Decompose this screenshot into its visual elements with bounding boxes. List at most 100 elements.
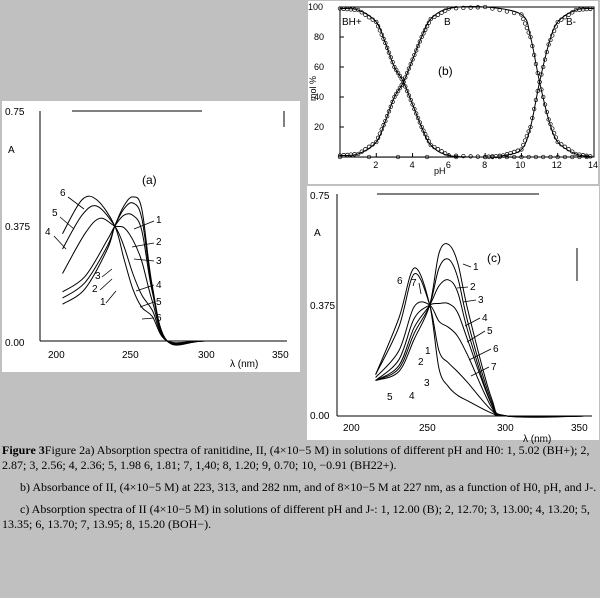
chart-c-panel-label: (c)	[487, 251, 501, 265]
chart-c-leader-line	[456, 286, 469, 289]
chart-b-data-point	[412, 52, 417, 58]
chart-b-ytick: 100	[308, 2, 323, 12]
chart-c-ytick: 0.75	[310, 191, 330, 202]
chart-b-data-point	[533, 97, 539, 103]
chart-b-data-point	[379, 32, 384, 37]
chart-b-data-point	[521, 16, 526, 22]
chart-b-data-point	[432, 14, 437, 20]
chart-b-data-point	[381, 36, 386, 41]
chart-b-data-point	[424, 154, 430, 160]
chart-b-data-point	[395, 88, 401, 94]
chart-a-xlabel: λ (nm)	[230, 359, 258, 370]
chart-b-data-point	[377, 28, 383, 33]
chart-b-data-point	[570, 149, 575, 154]
chart-b-data-point	[522, 21, 528, 26]
chart-c-curve-label: 1	[425, 346, 431, 357]
chart-c-curve-label: 7	[411, 278, 417, 289]
chart-c-ylabel: A	[314, 228, 321, 239]
chart-b-data-point	[562, 15, 568, 20]
chart-b-data-point	[385, 45, 390, 50]
chart-b-data-point	[439, 149, 444, 154]
chart-b-data-point	[370, 142, 375, 147]
chart-b-data-point	[553, 24, 559, 29]
caption-a-text: Figure 2a) Absorption spectra of ranitid…	[2, 443, 590, 472]
chart-b-data-point	[359, 10, 364, 15]
chart-b-data-point	[348, 7, 354, 12]
chart-b-data-point	[544, 49, 549, 55]
chart-b-xtick: 12	[552, 160, 562, 170]
chart-c-leader-line	[466, 330, 486, 343]
chart-a-xtick: 350	[272, 350, 289, 361]
chart-b-data-point	[588, 6, 593, 11]
chart-a-series-line	[62, 213, 280, 346]
chart-a-xtick: 250	[122, 350, 139, 361]
chart-c-curve-label: 4	[409, 391, 415, 402]
chart-b-data-point	[528, 124, 533, 130]
chart-b-data-point	[428, 142, 433, 148]
chart-c-curve-label: 2	[470, 282, 476, 293]
chart-c-series-line	[375, 273, 585, 417]
chart-b-ytick: 20	[314, 122, 324, 132]
chart-b-data-point	[386, 50, 392, 55]
chart-b-svg: 100 80 60 40 20 mol % pH (b) BH+ B B- 2 4…	[308, 2, 598, 176]
chart-b-data-point	[531, 52, 537, 58]
chart-b-data-point	[432, 144, 437, 150]
chart-b-data-point	[501, 153, 506, 158]
chart-b-data-point	[388, 104, 393, 109]
chart-b-data-point	[417, 120, 422, 125]
chart-b-data-point	[392, 94, 397, 100]
chart-b-data-point	[546, 117, 551, 122]
chart-b-data-point	[559, 142, 564, 147]
chart-b-data-point	[453, 6, 459, 11]
chart-a-xtick: 200	[48, 350, 65, 361]
chart-a-curve-label: 5	[52, 208, 58, 219]
chart-b-data-point	[395, 154, 401, 160]
chart-b-data-point	[584, 6, 589, 12]
chart-b-data-point	[388, 55, 393, 60]
chart-b-data-point	[419, 124, 424, 130]
chart-b-data-point	[526, 154, 531, 160]
chart-b-data-point	[533, 154, 539, 160]
chart-b-data-point	[555, 154, 560, 160]
chart-a-leader-line	[141, 317, 155, 320]
chart-b-data-point	[406, 93, 412, 98]
chart-b-ytick: 60	[314, 62, 324, 72]
chart-b-data-point	[403, 75, 408, 80]
chart-c-series-line	[375, 267, 585, 417]
chart-b-data-point	[414, 111, 419, 116]
chart-b-data-point	[363, 12, 368, 17]
caption-lead: Figure 3	[2, 443, 45, 457]
chart-b-xlabel: pH	[434, 166, 446, 176]
panel-c: 0.75 0.375 0.00 A (c) 200 250 300 350 λ …	[307, 186, 599, 445]
chart-c-curve-label: 2	[418, 357, 424, 368]
chart-a-leader-line	[67, 196, 85, 210]
chart-b-data-point	[512, 10, 517, 16]
chart-b-data-point	[453, 153, 459, 158]
chart-b-data-point	[515, 148, 520, 153]
chart-b-data-point	[370, 17, 375, 22]
chart-b-data-point	[414, 48, 419, 53]
chart-b-data-point	[415, 115, 421, 121]
chart-b-data-point	[524, 133, 530, 139]
chart-c-curve-label: 5	[487, 326, 493, 337]
chart-b-data-point	[551, 130, 557, 136]
chart-b-data-point	[512, 154, 517, 160]
chart-b-data-point	[537, 79, 542, 85]
chart-b-data-point	[355, 151, 361, 157]
chart-c-curve-label: 3	[424, 378, 430, 389]
chart-b-data-point	[588, 154, 593, 159]
chart-b-data-point	[426, 139, 432, 144]
chart-b-data-point	[395, 70, 401, 76]
chart-b-data-point	[566, 12, 571, 17]
chart-b-ytick: 40	[314, 92, 324, 102]
chart-b-data-point	[555, 19, 560, 25]
chart-a-xtick: 300	[198, 350, 215, 361]
chart-b-data-point	[386, 109, 392, 114]
chart-b-data-point	[559, 17, 564, 22]
chart-b-data-point	[461, 5, 466, 11]
chart-b-data-point	[550, 126, 555, 131]
chart-a-curve-label: 4	[156, 280, 162, 291]
chart-b-data-point	[394, 91, 399, 97]
chart-a-leader-line	[133, 258, 155, 262]
chart-b-data-point	[421, 128, 426, 133]
